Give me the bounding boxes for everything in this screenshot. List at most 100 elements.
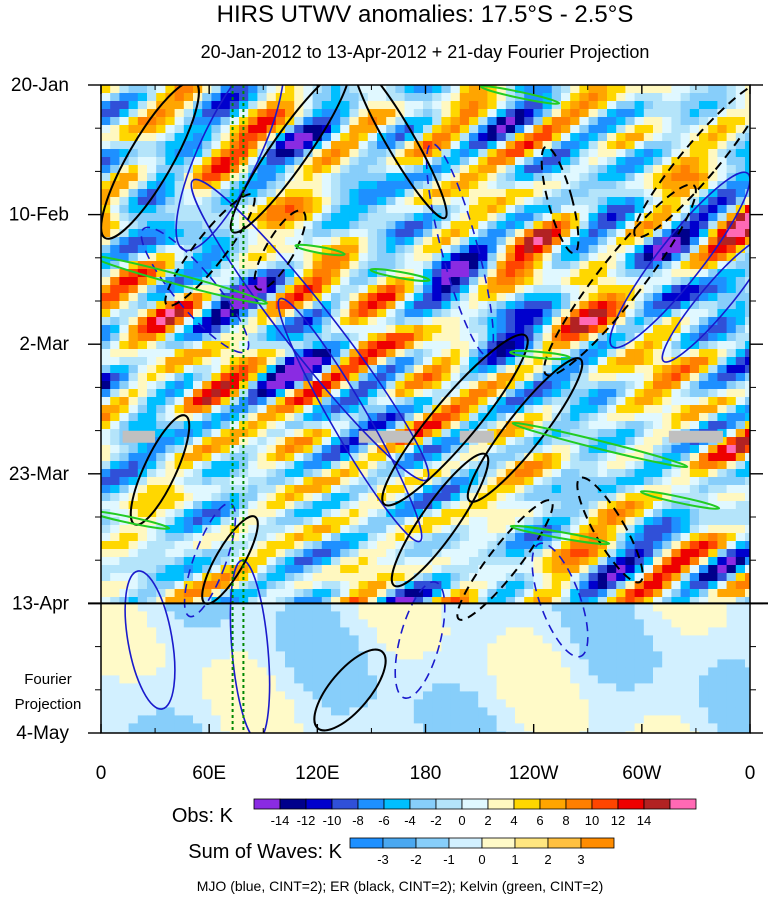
obs-cell: [643, 173, 654, 182]
obs-cell: [634, 189, 645, 198]
obs-cell: [561, 221, 571, 230]
obs-cell: [377, 341, 387, 350]
obs-cell: [101, 341, 111, 350]
obs-cell: [174, 421, 185, 430]
obs-cell: [542, 501, 553, 510]
obs-cell: [551, 133, 562, 142]
projection-cell: [469, 611, 479, 620]
obs-cell: [662, 405, 672, 414]
obs-cell: [459, 557, 470, 566]
obs-cell: [643, 157, 654, 166]
obs-cell: [193, 413, 203, 422]
obs-cell: [331, 229, 341, 238]
obs-cell: [202, 293, 212, 302]
obs-cell: [570, 173, 580, 182]
obs-cell: [450, 157, 461, 166]
obs-cell: [441, 333, 451, 342]
obs-cell: [671, 421, 681, 430]
obs-cell: [193, 221, 203, 230]
obs-cell: [524, 205, 534, 214]
obs-cell: [174, 293, 185, 302]
obs-cell: [321, 429, 332, 438]
obs-cell: [312, 437, 323, 446]
obs-cell: [561, 293, 571, 302]
obs-cell: [331, 565, 341, 574]
obs-cell: [671, 405, 681, 414]
obs-cell: [312, 469, 323, 478]
obs-cell: [137, 517, 148, 526]
obs-cell: [588, 141, 599, 150]
obs-cell: [469, 461, 479, 470]
obs-cell: [478, 93, 488, 102]
obs-cell: [202, 277, 212, 286]
obs-cell: [101, 333, 111, 342]
obs-cell: [515, 445, 525, 454]
obs-cell: [340, 325, 350, 334]
obs-cell: [551, 309, 562, 318]
obs-cell: [717, 237, 727, 246]
obs-cell: [478, 389, 488, 398]
obs-cell: [110, 397, 120, 406]
obs-cell: [358, 245, 369, 254]
obs-cell: [202, 517, 212, 526]
obs-cell: [193, 557, 203, 566]
obs-cell: [579, 221, 589, 230]
projection-cell: [312, 619, 323, 628]
obs-cell: [211, 277, 221, 286]
obs-cell: [110, 525, 120, 534]
projection-cell: [469, 603, 479, 612]
obs-cell: [469, 349, 479, 358]
obs-cell: [156, 85, 166, 94]
obs-cell: [579, 149, 589, 158]
obs-cell: [441, 173, 451, 182]
projection-cell: [211, 627, 221, 636]
obs-cell: [285, 397, 295, 406]
obs-cell: [551, 485, 562, 494]
obs-cell: [726, 509, 737, 518]
obs-cell: [340, 149, 350, 158]
obs-cell: [367, 389, 378, 398]
obs-cell: [239, 589, 249, 598]
obs-cell: [533, 589, 543, 598]
obs-cell: [285, 325, 295, 334]
obs-cell: [101, 109, 111, 118]
obs-cell: [321, 197, 332, 206]
obs-cell: [634, 109, 645, 118]
obs-cell: [699, 325, 709, 334]
obs-cell: [597, 461, 608, 470]
projection-cell: [561, 635, 571, 644]
obs-cell: [708, 197, 718, 206]
obs-cell: [524, 317, 534, 326]
obs-cell: [487, 293, 497, 302]
obs-cell: [202, 589, 212, 598]
obs-cell: [662, 125, 672, 134]
obs-cell: [542, 477, 553, 486]
obs-cell: [211, 413, 221, 422]
obs-cell: [662, 245, 672, 254]
projection-cell: [588, 635, 599, 644]
obs-cell: [101, 493, 111, 502]
obs-cell: [441, 221, 451, 230]
obs-cell: [496, 373, 507, 382]
obs-cell: [680, 157, 691, 166]
obs-cell: [257, 269, 267, 278]
obs-cell: [110, 573, 120, 582]
obs-cell: [183, 261, 194, 270]
obs-cell: [367, 589, 378, 598]
obs-cell: [708, 109, 718, 118]
obs-cell: [450, 453, 461, 462]
obs-cell: [128, 365, 139, 374]
obs-cell: [533, 381, 543, 390]
projection-cell: [294, 627, 304, 636]
obs-cell: [367, 357, 378, 366]
obs-cell: [321, 101, 332, 110]
obs-cell: [717, 253, 727, 262]
obs-cell: [331, 365, 341, 374]
obs-cell: [312, 117, 323, 126]
obs-cell: [257, 117, 267, 126]
obs-cell: [680, 213, 691, 222]
obs-cell: [248, 381, 258, 390]
projection-cell: [671, 603, 681, 612]
obs-cell: [358, 365, 369, 374]
projection-cell: [349, 603, 359, 612]
